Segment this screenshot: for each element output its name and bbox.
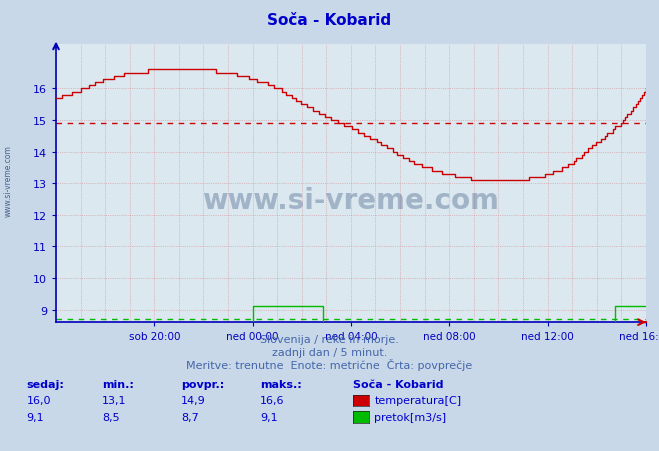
Text: min.:: min.: — [102, 379, 134, 389]
Text: pretok[m3/s]: pretok[m3/s] — [374, 412, 446, 422]
Text: 16,6: 16,6 — [260, 396, 285, 405]
Text: Soča - Kobarid: Soča - Kobarid — [268, 13, 391, 28]
Text: sedaj:: sedaj: — [26, 379, 64, 389]
Text: 8,5: 8,5 — [102, 412, 120, 422]
Text: Meritve: trenutne  Enote: metrične  Črta: povprečje: Meritve: trenutne Enote: metrične Črta: … — [186, 359, 473, 370]
Text: Slovenija / reke in morje.: Slovenija / reke in morje. — [260, 334, 399, 344]
Text: Soča - Kobarid: Soča - Kobarid — [353, 379, 443, 389]
Text: zadnji dan / 5 minut.: zadnji dan / 5 minut. — [272, 347, 387, 357]
Text: 14,9: 14,9 — [181, 396, 206, 405]
Text: 9,1: 9,1 — [260, 412, 278, 422]
Text: www.si-vreme.com: www.si-vreme.com — [3, 144, 13, 216]
Text: povpr.:: povpr.: — [181, 379, 225, 389]
Text: 9,1: 9,1 — [26, 412, 44, 422]
Text: www.si-vreme.com: www.si-vreme.com — [202, 186, 500, 214]
Text: 8,7: 8,7 — [181, 412, 199, 422]
Text: maks.:: maks.: — [260, 379, 302, 389]
Text: 16,0: 16,0 — [26, 396, 51, 405]
Text: temperatura[C]: temperatura[C] — [374, 396, 461, 405]
Text: 13,1: 13,1 — [102, 396, 127, 405]
